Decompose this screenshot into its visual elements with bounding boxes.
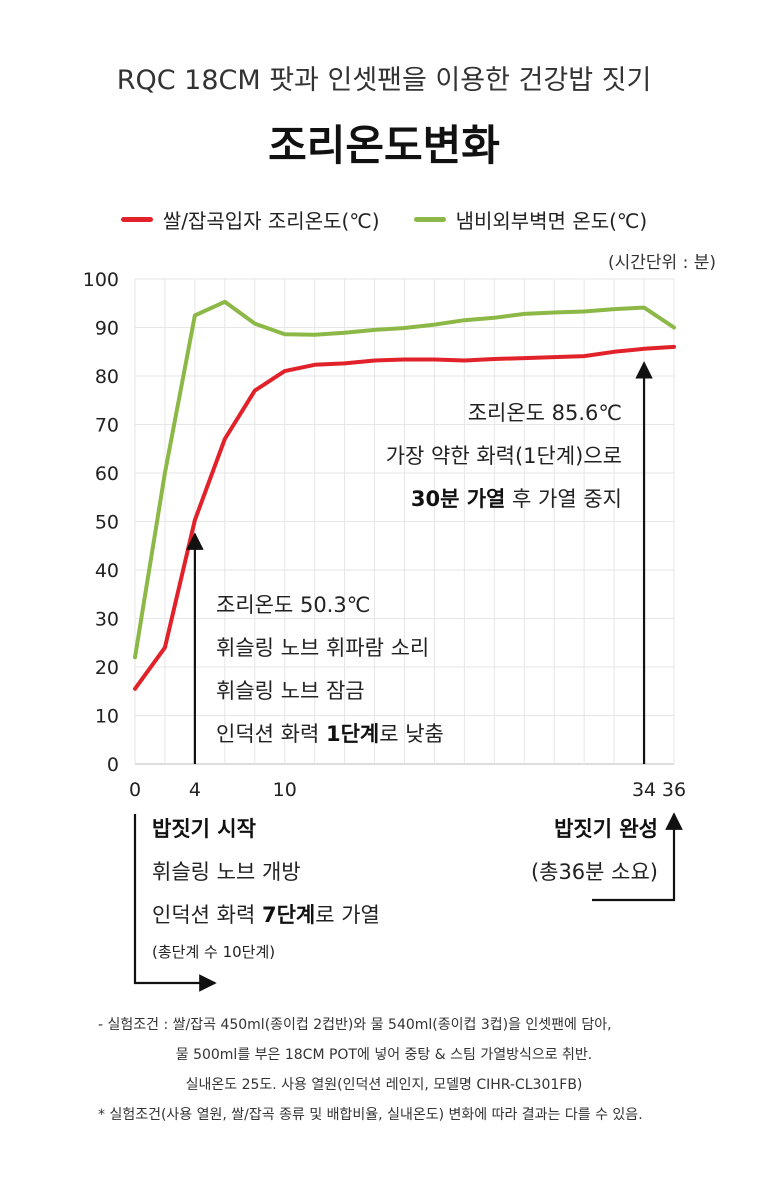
experiment-notes: - 실험조건 : 쌀/잡곡 450ml(종이컵 2컵반)와 물 540ml(종이… [0,1010,768,1130]
arrow-end [592,812,683,902]
annotation-right-rest: 후 가열 중지 [505,487,622,511]
arrow-start [133,814,217,992]
y-tick-label-90: 90 [95,318,119,340]
annotation-left-line4: 인덕션 화력 1단계로 낮춤 [216,713,444,756]
annotation-start-line3: (총단계 수 10단계) [152,943,276,961]
annotation-right-bold: 30분 가열 [410,487,506,511]
x-tick-label-34: 34 [632,779,656,801]
annotation-start-title: 밥짓기 시작 [152,817,256,841]
x-tick-label-4: 4 [189,779,201,801]
annotation-left-pre: 인덕션 화력 [216,722,326,746]
y-tick-label-10: 10 [95,706,119,728]
legend-label-red: 쌀/잡곡입자 조리온도(℃) [162,209,380,233]
legend-item-red: 쌀/잡곡입자 조리온도(℃) [120,205,380,234]
legend-label-green: 냄비외부벽면 온도(℃) [455,209,648,233]
annotation-left-bold: 1단계 [325,722,380,746]
x-tick-label-0: 0 [129,779,141,801]
annotation-end-line1: (총36분 소요) [530,860,658,884]
annotation-left-line3: 휘슬링 노브 잠금 [216,679,365,703]
annotation-start-bold: 7단계 [261,903,316,927]
y-tick-label-80: 80 [95,366,119,388]
legend: 쌀/잡곡입자 조리온도(℃) 냄비외부벽면 온도(℃) [0,205,768,234]
y-tick-label-30: 30 [95,609,119,631]
annotation-end: 밥짓기 완성 (총36분 소요) [531,808,658,894]
annotation-right: 조리온도 85.6℃ 가장 약한 화력(1단계)으로 30분 가열 후 가열 중… [386,392,622,521]
y-tick-label-60: 60 [95,463,119,485]
note-line3: 실내온도 25도. 사용 열원(인덕션 레인지, 모델명 CIHR-CL301F… [185,1077,583,1093]
chart-subtitle: RQC 18CM 팟과 인셋팬을 이용한 건강밥 짓기 [116,65,652,96]
y-tick-label-40: 40 [95,560,119,582]
time-unit-note: (시간단위 : 분) [608,253,716,273]
x-tick-label-10: 10 [273,779,297,801]
y-tick-label-70: 70 [95,415,119,437]
series-line-red [133,344,676,691]
annotation-left: 조리온도 50.3℃ 휘슬링 노브 휘파람 소리 휘슬링 노브 잠금 인덕션 화… [216,584,444,756]
annotation-start-line1: 휘슬링 노브 개방 [152,860,301,884]
annotation-right-line1: 조리온도 85.6℃ [467,401,622,425]
legend-item-green: 냄비외부벽면 온도(℃) [413,205,648,234]
note-line2: 물 500ml를 부은 18CM POT에 넣어 중탕 & 스팀 가열방식으로 … [175,1047,593,1063]
annotation-left-line1: 조리온도 50.3℃ [216,593,371,617]
x-tick-label-36: 36 [662,779,686,801]
y-tick-label-100: 100 [83,269,119,291]
annotation-right-line3: 30분 가열 후 가열 중지 [386,478,622,521]
annotation-start-pre: 인덕션 화력 [152,903,262,927]
annotation-left-line2: 휘슬링 노브 휘파람 소리 [216,636,430,660]
y-tick-label-0: 0 [107,754,119,776]
y-tick-label-50: 50 [95,512,119,534]
legend-swatch-red [120,217,153,222]
annotation-end-title: 밥짓기 완성 [554,817,658,841]
annotation-right-line2: 가장 약한 화력(1단계)으로 [385,444,622,468]
note-line1: - 실험조건 : 쌀/잡곡 450ml(종이컵 2컵반)와 물 540ml(종이… [98,1017,612,1033]
chart-title: 조리온도변화 [268,121,500,170]
annotation-left-post: 로 낮춤 [379,722,444,746]
annotation-start-line2: 인덕션 화력 7단계로 가열 [152,894,380,937]
y-tick-label-20: 20 [95,657,119,679]
legend-swatch-green [413,217,446,222]
series-line-green [133,299,676,660]
annotation-start-post: 로 가열 [315,903,380,927]
annotation-start: 밥짓기 시작 휘슬링 노브 개방 인덕션 화력 7단계로 가열 (총단계 수 1… [152,808,380,967]
note-line4: * 실험조건(사용 열원, 쌀/잡곡 종류 및 배합비율, 실내온도) 변화에 … [98,1107,643,1123]
